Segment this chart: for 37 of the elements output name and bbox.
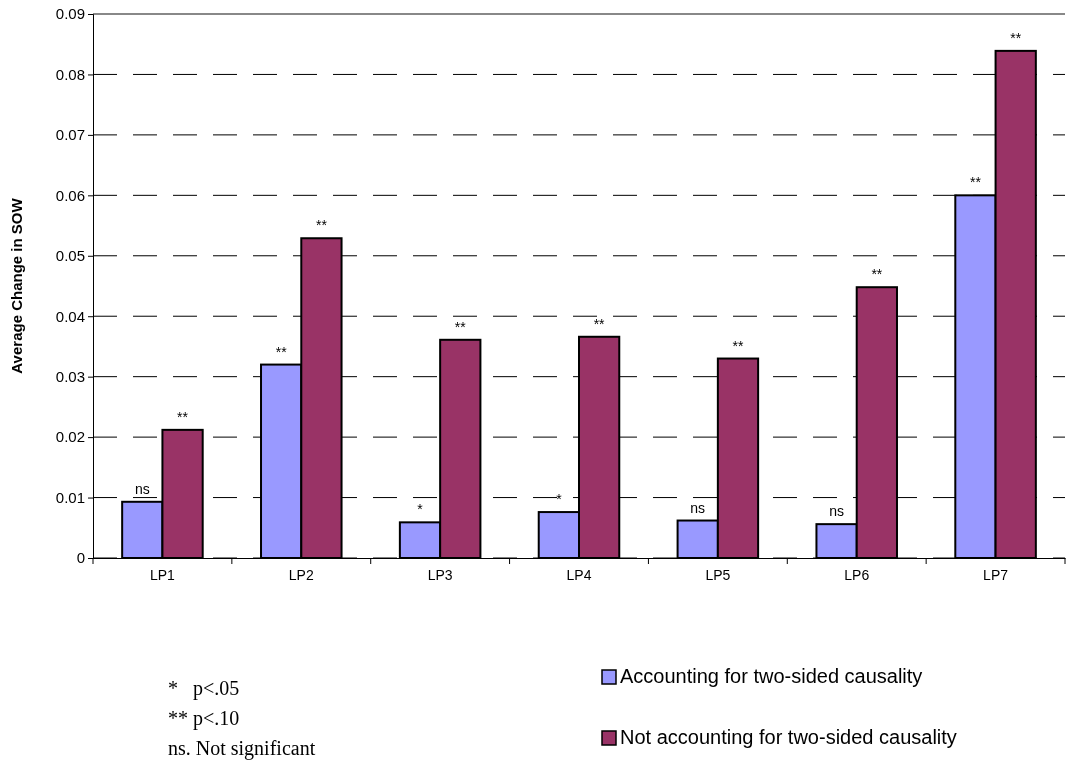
data-label: ** — [315, 217, 328, 234]
y-tick-label: 0.05 — [55, 247, 85, 265]
x-tick-label: LP1 — [149, 566, 176, 583]
y-tick-label: 0.03 — [55, 367, 85, 385]
legend-label: Not accounting for two-sided causality — [620, 726, 957, 748]
data-label: ** — [593, 315, 606, 332]
x-tick-label: LP6 — [844, 566, 870, 583]
y-tick-label: 0.08 — [55, 65, 85, 83]
data-label: ** — [732, 337, 744, 354]
text: * p<.05 — [168, 677, 240, 700]
data-label: ** — [454, 318, 467, 335]
data-label: ns — [690, 499, 706, 516]
legend-label: Accounting for two-sided causality — [620, 665, 923, 687]
text: ** p<.10 — [168, 707, 240, 730]
data-label: ** — [275, 343, 288, 360]
data-label: ns — [134, 480, 150, 497]
x-tick-label: LP2 — [288, 566, 314, 583]
data-label: * — [417, 501, 424, 518]
data-label: ** — [969, 174, 982, 191]
x-tick-label: LP5 — [705, 566, 731, 583]
y-tick-label: 0.01 — [55, 488, 85, 506]
data-label: * — [556, 491, 563, 508]
text: ns. Not significant — [168, 737, 316, 760]
y-tick-label: 0.06 — [55, 186, 85, 204]
data-label: ns — [829, 503, 844, 520]
data-label: ** — [1010, 29, 1022, 46]
x-tick-label: LP7 — [983, 566, 1009, 583]
y-tick-label: 0.09 — [55, 5, 85, 23]
data-label: ** — [871, 266, 883, 283]
y-tick-label: 0.07 — [55, 126, 85, 144]
y-tick-label: 0.02 — [55, 428, 85, 446]
x-tick-label: LP3 — [427, 566, 453, 583]
data-label: ** — [177, 408, 189, 425]
x-tick-label: LP4 — [566, 566, 592, 583]
y-tick-label: 0 — [76, 549, 85, 567]
y-tick-label: 0.04 — [55, 307, 85, 325]
y-axis-title: Average Change in SOW — [8, 197, 25, 374]
